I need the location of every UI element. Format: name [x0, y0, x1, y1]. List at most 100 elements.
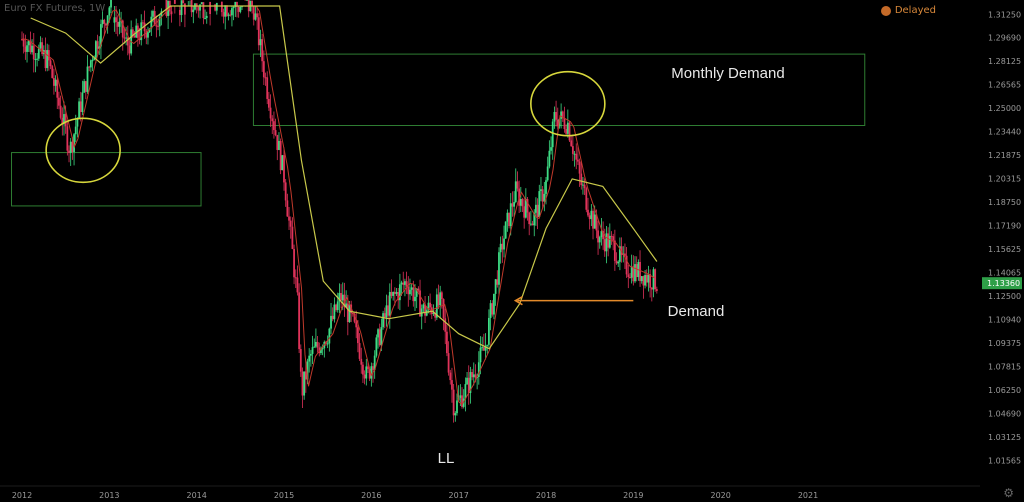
candle	[642, 276, 645, 286]
candle	[126, 37, 129, 46]
chart-settings-icon[interactable]: ⚙	[1003, 486, 1014, 500]
candle	[78, 101, 81, 119]
candle	[429, 302, 432, 308]
year-tick-label: 2015	[274, 491, 294, 500]
candle	[96, 41, 99, 49]
candle	[370, 366, 373, 379]
candle	[236, 1, 238, 7]
candle	[51, 66, 54, 78]
candle	[385, 305, 388, 318]
candle	[482, 347, 485, 351]
candle	[365, 366, 368, 379]
price-tick-label: 1.20315	[988, 175, 1021, 184]
price-tick-label: 1.12500	[988, 292, 1021, 301]
status-dot-icon	[880, 5, 891, 16]
candle	[640, 276, 643, 282]
data-status[interactable]: Delayed	[880, 5, 936, 16]
candle	[313, 346, 316, 348]
candle	[346, 303, 349, 323]
candle	[192, 9, 195, 13]
candle	[353, 313, 356, 322]
ll-label: LL	[438, 450, 455, 467]
candle	[511, 203, 514, 207]
candle	[474, 374, 477, 378]
candle	[214, 4, 217, 11]
price-axis[interactable]: 1.31250 1.29690 1.28125 1.26565 1.25000 1.234…	[988, 10, 1021, 465]
year-tick-label: 2016	[361, 491, 381, 500]
candle	[262, 61, 265, 78]
candle	[257, 17, 260, 46]
candle	[618, 246, 621, 262]
candle	[135, 25, 138, 38]
candle	[595, 214, 598, 231]
candle	[333, 304, 336, 320]
candle	[563, 118, 566, 130]
candle	[489, 303, 492, 318]
candle	[133, 35, 136, 38]
candle	[548, 150, 551, 167]
candle	[291, 226, 294, 249]
time-axis[interactable]: 2012 2013 2014 2015 2016 2017 2018 2019 2020 2021	[0, 485, 980, 500]
candle	[281, 155, 284, 171]
fast-moving-average	[22, 5, 655, 406]
candle	[630, 266, 633, 278]
candle	[499, 243, 502, 253]
candle	[36, 58, 39, 60]
candle	[568, 122, 571, 141]
candle	[121, 20, 124, 38]
candle	[311, 347, 314, 354]
candle	[227, 14, 230, 16]
price-tick-label: 1.31250	[988, 10, 1021, 19]
candle	[629, 277, 631, 279]
candle	[573, 153, 576, 155]
candle	[508, 212, 510, 227]
candle	[486, 344, 489, 346]
candle	[493, 293, 495, 315]
candle	[368, 368, 371, 379]
candle	[612, 236, 615, 241]
candle	[459, 395, 462, 398]
symbol-label[interactable]: Euro FX Futures, 1W	[4, 3, 106, 14]
candle	[422, 304, 425, 309]
candle	[98, 46, 101, 49]
candle	[118, 21, 121, 27]
candle	[529, 223, 532, 225]
last-price-text: 1.13360	[987, 279, 1020, 288]
candle	[583, 184, 586, 189]
candle	[649, 274, 652, 288]
candle	[420, 308, 423, 317]
candle	[320, 348, 322, 353]
year-tick-label: 2019	[623, 491, 643, 500]
candle	[222, 12, 225, 17]
candle	[650, 287, 653, 290]
candle	[442, 299, 445, 319]
year-tick-label: 2020	[710, 491, 730, 500]
price-tick-label: 1.28125	[988, 57, 1021, 66]
candle	[372, 366, 374, 370]
last-price-badge: 1.13360	[982, 277, 1022, 290]
candle	[447, 353, 450, 373]
candle	[509, 203, 512, 227]
candle	[58, 97, 60, 106]
candle	[367, 366, 369, 369]
candle	[283, 155, 285, 183]
candle	[39, 42, 42, 49]
candle	[251, 0, 253, 7]
candle	[152, 11, 154, 17]
candle	[397, 291, 400, 301]
candle	[639, 261, 641, 282]
candle	[523, 206, 526, 218]
candle	[363, 374, 366, 379]
candle	[387, 305, 390, 316]
candle	[276, 134, 279, 150]
candle	[494, 279, 497, 294]
candle	[524, 199, 527, 218]
candle	[419, 290, 421, 317]
candle	[439, 292, 442, 306]
candle	[165, 0, 168, 16]
arrow-head	[513, 295, 523, 306]
candle	[68, 150, 70, 153]
candle	[472, 374, 475, 378]
candle	[338, 293, 341, 302]
